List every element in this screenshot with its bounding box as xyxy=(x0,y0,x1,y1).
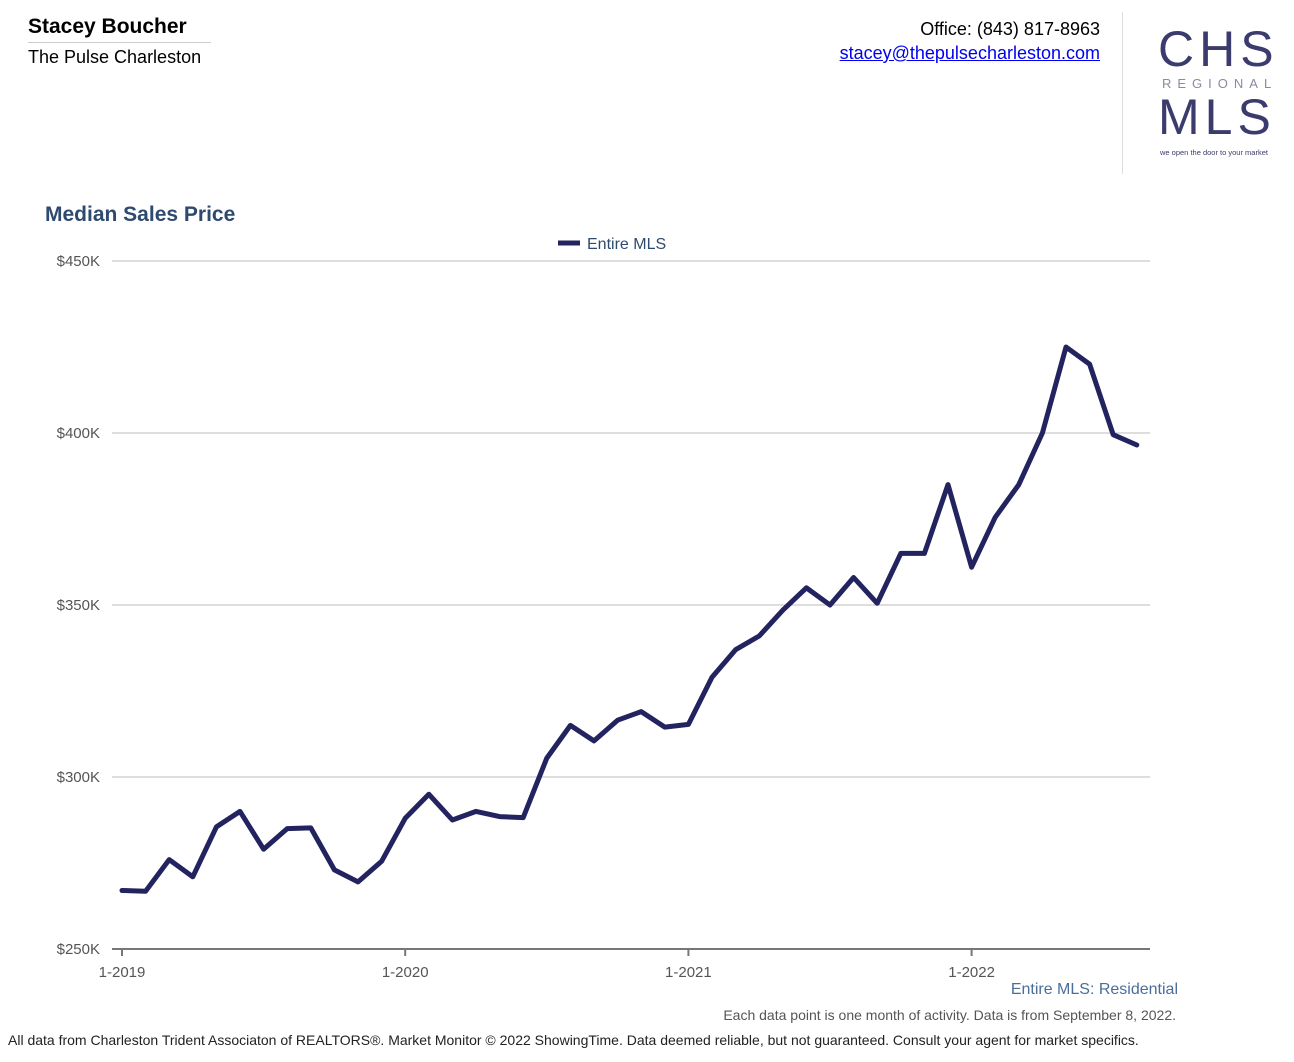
divider xyxy=(28,42,211,43)
logo-divider xyxy=(1122,12,1123,174)
y-tick-label: $250K xyxy=(57,941,100,958)
logo-chs: CHS xyxy=(1158,21,1279,77)
chart-title: Median Sales Price xyxy=(45,203,236,226)
y-tick-label: $400K xyxy=(57,425,100,442)
x-tick-label: 1-2019 xyxy=(99,964,146,981)
data-scope-label: Entire MLS: Residential xyxy=(1010,981,1178,998)
logo-regional: REGIONAL xyxy=(1162,76,1278,91)
legend-label: Entire MLS xyxy=(587,236,666,253)
email-link[interactable]: stacey@thepulsecharleston.com xyxy=(839,43,1100,63)
chs-regional-mls-logo: CHS REGIONAL MLS we open the door to you… xyxy=(1158,24,1282,164)
footer-disclaimer: All data from Charleston Trident Associa… xyxy=(8,1032,1139,1048)
contact-block: Office: (843) 817-8963 stacey@thepulsech… xyxy=(840,17,1100,65)
y-tick-label: $450K xyxy=(57,253,100,270)
company-name: The Pulse Charleston xyxy=(28,47,202,67)
logo-mls: MLS xyxy=(1158,89,1276,145)
agent-name: Stacey Boucher xyxy=(28,15,187,38)
logo-tagline: we open the door to your market xyxy=(1160,148,1268,157)
data-note: Each data point is one month of activity… xyxy=(723,1007,1176,1023)
y-tick-label: $350K xyxy=(57,597,100,614)
x-tick-label: 1-2020 xyxy=(382,964,429,981)
x-tick-label: 1-2022 xyxy=(948,964,995,981)
office-phone: Office: (843) 817-8963 xyxy=(920,19,1100,39)
y-tick-label: $300K xyxy=(57,769,100,786)
x-tick-label: 1-2021 xyxy=(665,964,712,981)
series-line-entire-mls xyxy=(119,344,1140,894)
